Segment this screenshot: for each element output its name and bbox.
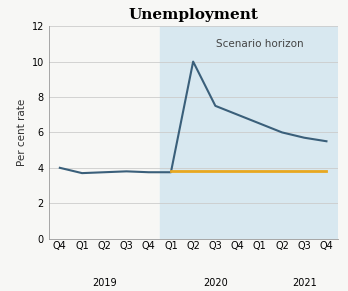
Text: 2020: 2020 <box>203 278 228 288</box>
Text: 2021: 2021 <box>292 278 317 288</box>
Text: 2019: 2019 <box>92 278 117 288</box>
Title: Unemployment: Unemployment <box>128 8 258 22</box>
Bar <box>160 26 338 239</box>
Y-axis label: Per cent rate: Per cent rate <box>17 99 27 166</box>
Text: Scenario horizon: Scenario horizon <box>216 39 303 49</box>
